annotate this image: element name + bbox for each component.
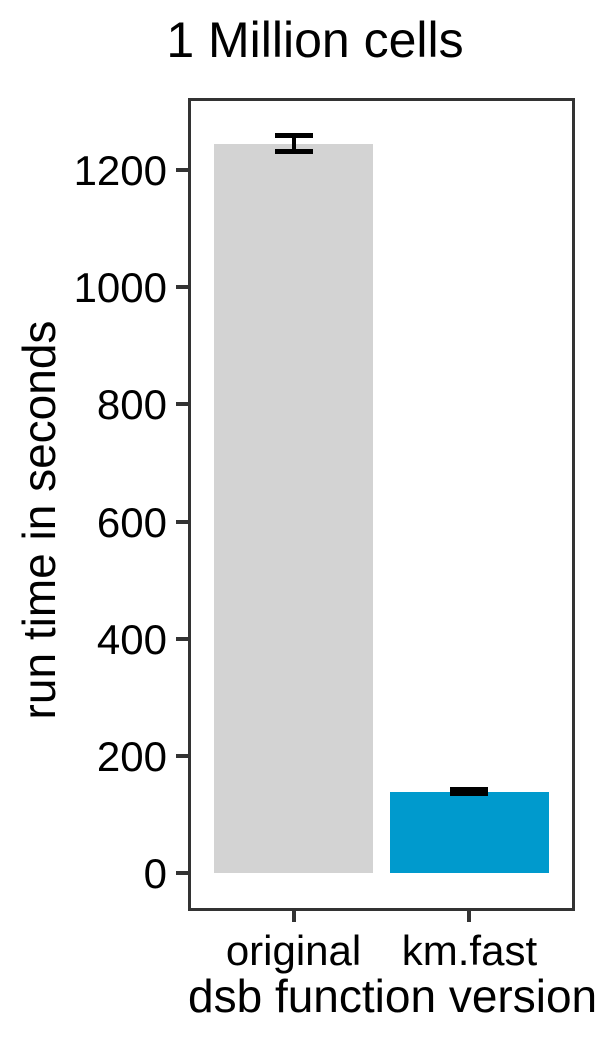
error-bar-cap-top xyxy=(274,133,313,139)
chart-title: 1 Million cells xyxy=(166,12,464,68)
error-bar-cap-bottom xyxy=(450,791,489,797)
y-axis-title: run time in seconds xyxy=(13,320,65,720)
y-axis-tick-label: 800 xyxy=(96,381,167,429)
y-axis-tick-label: 1200 xyxy=(73,146,167,194)
x-axis-tick xyxy=(467,911,472,922)
x-axis-tick-label: km.fast xyxy=(401,927,538,974)
error-bar-cap-bottom xyxy=(274,149,313,155)
y-axis-tick-label: 200 xyxy=(96,733,167,781)
y-axis-tick xyxy=(176,402,188,407)
y-axis-tick-label: 600 xyxy=(96,498,167,546)
y-axis-tick-label: 1000 xyxy=(73,263,167,311)
error-bar-cap-top xyxy=(450,787,489,793)
x-axis-title: dsb function version xyxy=(188,970,598,1022)
bar-original xyxy=(214,143,373,874)
bar-km-fast xyxy=(390,791,549,874)
y-axis-tick-label: 0 xyxy=(143,850,167,898)
y-axis-tick xyxy=(176,754,188,759)
x-axis-tick xyxy=(291,911,296,922)
y-axis-tick-label: 400 xyxy=(96,615,167,663)
y-axis-tick xyxy=(176,284,188,289)
x-axis-tick-label: original xyxy=(225,927,362,974)
y-axis-tick xyxy=(176,636,188,641)
error-bar-line xyxy=(291,135,296,152)
y-axis-tick xyxy=(176,519,188,524)
y-axis-tick xyxy=(176,167,188,172)
y-axis-tick xyxy=(176,871,188,876)
